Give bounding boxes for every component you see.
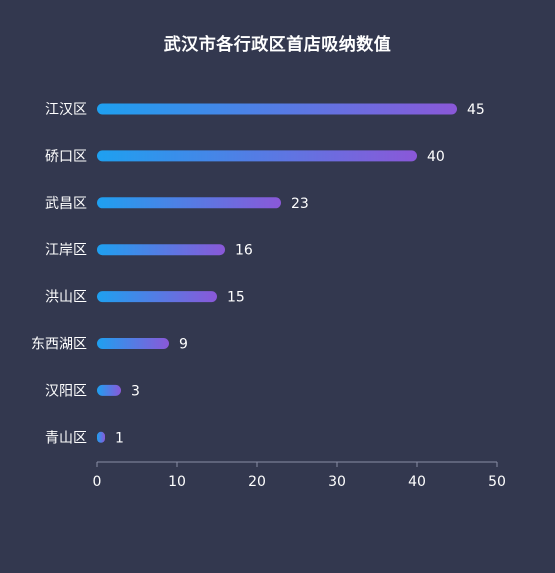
data-label: 45 xyxy=(467,102,485,118)
bars-layer: 江汉区 45 硚口区 40 武昌区 23 江岸区 16 洪山区 15 东西湖区 9 汉阳区 3 青山区 1 xyxy=(31,102,485,446)
category-label: 东西湖区 xyxy=(31,337,87,353)
bar xyxy=(97,150,417,162)
category-label: 江岸区 xyxy=(45,243,87,259)
x-tick-label: 40 xyxy=(408,474,426,490)
x-tick-label: 20 xyxy=(248,474,266,490)
category-label: 汉阳区 xyxy=(45,383,87,399)
data-label: 15 xyxy=(227,290,245,306)
data-label: 1 xyxy=(115,430,124,446)
bar xyxy=(97,384,121,396)
bar xyxy=(97,291,217,303)
x-tick-label: 30 xyxy=(328,474,346,490)
category-label: 江汉区 xyxy=(45,102,87,118)
bar xyxy=(97,244,225,256)
chart-title: 武汉市各行政区首店吸纳数值 xyxy=(163,35,392,55)
category-label: 洪山区 xyxy=(45,290,87,306)
bar xyxy=(97,338,169,349)
bar xyxy=(97,431,105,443)
category-label: 武昌区 xyxy=(45,196,87,212)
bar xyxy=(97,197,281,209)
bar xyxy=(97,103,457,115)
data-label: 23 xyxy=(291,196,309,212)
data-label: 40 xyxy=(427,149,445,165)
x-tick-label: 10 xyxy=(168,474,186,490)
data-label: 16 xyxy=(235,243,253,259)
data-label: 3 xyxy=(131,383,140,399)
x-tick-label: 50 xyxy=(488,474,506,490)
x-axis: 0 10 20 30 40 50 xyxy=(93,461,506,490)
data-label: 9 xyxy=(179,337,188,353)
x-tick-label: 0 xyxy=(93,474,102,490)
category-label: 硚口区 xyxy=(45,149,87,165)
category-label: 青山区 xyxy=(45,430,87,446)
